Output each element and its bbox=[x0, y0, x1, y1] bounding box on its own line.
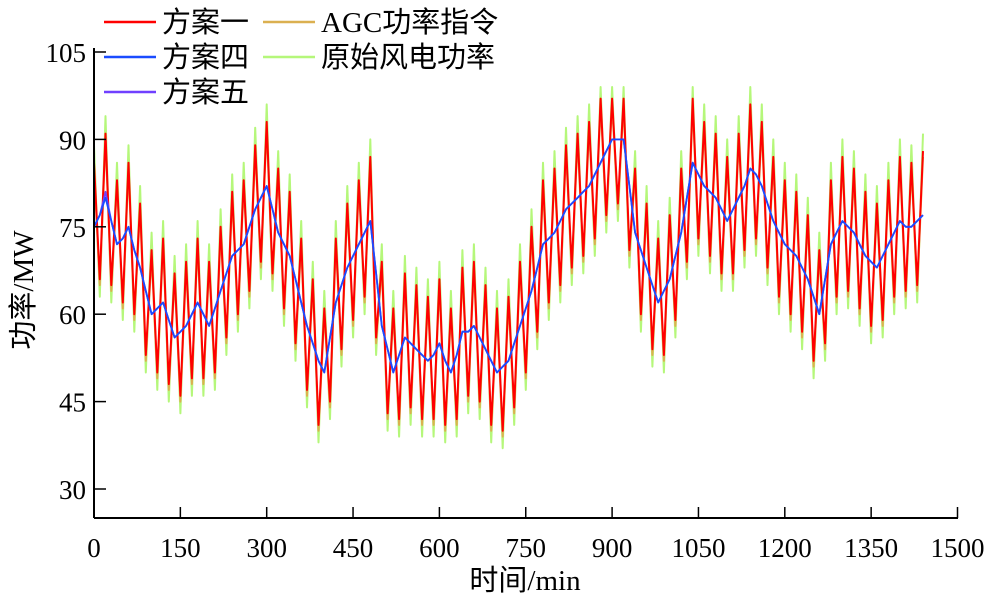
y-tick-label: 75 bbox=[59, 213, 86, 243]
legend-item: 方案五 bbox=[104, 76, 249, 109]
legend-item: 方案一 bbox=[104, 6, 249, 39]
x-tick-label: 1050 bbox=[671, 533, 725, 563]
legend-label: 方案一 bbox=[162, 6, 249, 39]
series-line-0 bbox=[93, 86, 924, 450]
x-tick-label: 450 bbox=[333, 533, 374, 563]
x-tick-label: 1500 bbox=[931, 533, 985, 563]
y-tick-label: 45 bbox=[59, 388, 86, 418]
series-layer bbox=[93, 86, 924, 450]
series-line-4 bbox=[93, 138, 924, 374]
y-tick-label: 30 bbox=[59, 475, 86, 505]
x-tick-label: 300 bbox=[246, 533, 287, 563]
x-tick-label: 0 bbox=[87, 533, 101, 563]
y-tick-label: 60 bbox=[59, 300, 86, 330]
x-tick-label: 1200 bbox=[758, 533, 812, 563]
x-axis-title: 时间/min bbox=[469, 564, 581, 597]
legend-label: 方案五 bbox=[162, 76, 249, 109]
x-tick-label: 1350 bbox=[844, 533, 898, 563]
y-tick-label: 90 bbox=[59, 125, 86, 155]
legend-label: 原始风电功率 bbox=[321, 41, 495, 74]
x-tick-label: 150 bbox=[160, 533, 201, 563]
legend-label: 方案四 bbox=[162, 41, 249, 74]
x-tick-label: 600 bbox=[419, 533, 460, 563]
x-tick-label: 900 bbox=[592, 533, 633, 563]
legend-label: AGC功率指令 bbox=[321, 6, 498, 39]
ticks-layer: 0 150 300 450 600 750 900 1050 1200 1350 1500 30 45 6… bbox=[46, 38, 985, 563]
x-tick-label: 750 bbox=[506, 533, 547, 563]
series-line-2 bbox=[93, 97, 924, 432]
legend-item: 方案四 bbox=[104, 41, 249, 74]
y-axis-title: 功率/MW bbox=[7, 230, 40, 350]
legend-item: 原始风电功率 bbox=[263, 41, 495, 74]
y-tick-label: 105 bbox=[46, 38, 87, 68]
legend-item: AGC功率指令 bbox=[263, 6, 498, 39]
